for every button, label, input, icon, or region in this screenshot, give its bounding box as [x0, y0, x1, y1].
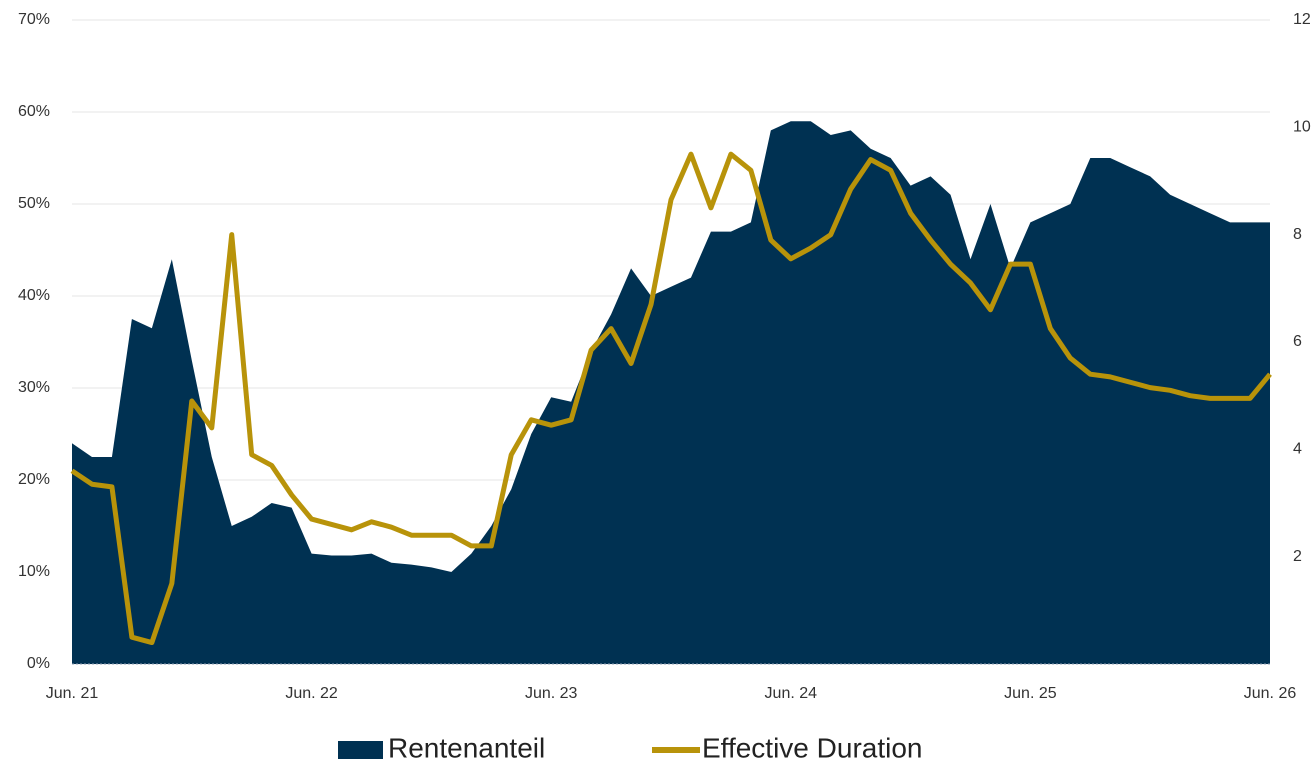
y-tick-label: 30% [18, 379, 50, 396]
legend-label: Effective Duration [702, 732, 923, 763]
x-tick-label: Jun. 26 [1244, 685, 1297, 702]
y-tick-label: 40% [18, 287, 50, 304]
y2-tick-label: 2 [1293, 548, 1302, 565]
x-tick-label: Jun. 25 [1004, 685, 1057, 702]
y-tick-label: 10% [18, 563, 50, 580]
y2-tick-label: 12 [1293, 11, 1311, 28]
y-tick-label: 70% [18, 11, 50, 28]
x-tick-label: Jun. 23 [525, 685, 578, 702]
y2-tick-label: 8 [1293, 226, 1302, 243]
area [72, 121, 1270, 664]
y2-tick-label: 4 [1293, 441, 1302, 458]
y-tick-label: 20% [18, 471, 50, 488]
legend-label: Rentenanteil [388, 732, 545, 763]
legend-swatch [338, 741, 383, 759]
x-tick-label: Jun. 22 [285, 685, 338, 702]
y-tick-label: 50% [18, 195, 50, 212]
y2-tick-label: 6 [1293, 333, 1302, 350]
x-tick-label: Jun. 24 [765, 685, 818, 702]
y-tick-label: 0% [27, 655, 50, 672]
y-tick-label: 60% [18, 103, 50, 120]
x-tick-label: Jun. 21 [46, 685, 99, 702]
y2-tick-label: 10 [1293, 119, 1311, 136]
line [70, 151, 1272, 646]
